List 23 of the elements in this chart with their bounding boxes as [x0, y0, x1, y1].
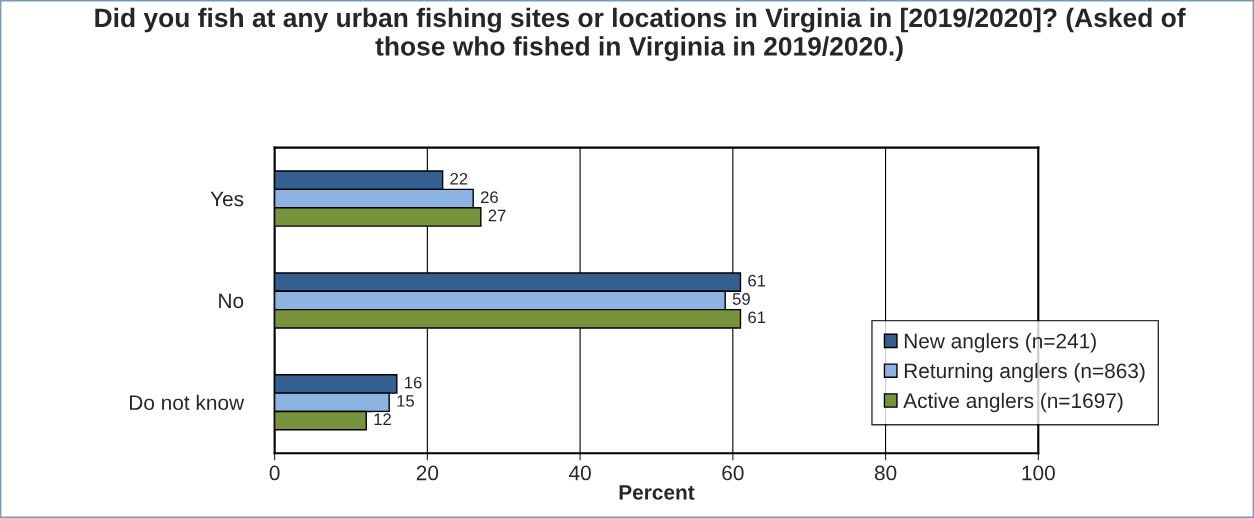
- data-label: 59: [732, 293, 750, 305]
- data-label: 61: [748, 274, 766, 287]
- y-tick-label: Do not know: [129, 394, 245, 411]
- x-axis-title: Percent: [619, 485, 695, 500]
- x-tick-label: 60: [722, 465, 744, 481]
- legend-label: Returning anglers (n=863): [904, 362, 1145, 383]
- data-label: 22: [450, 172, 468, 185]
- x-tick-label: 80: [874, 465, 897, 481]
- x-tick-label: 40: [568, 465, 591, 481]
- x-tick-label: 100: [1022, 465, 1055, 481]
- data-label: 26: [480, 191, 498, 204]
- data-label: 12: [374, 413, 391, 425]
- data-label: 16: [405, 376, 422, 389]
- x-tick-label: 20: [416, 465, 439, 481]
- legend-label: Active anglers (n=1697): [903, 392, 1123, 413]
- y-tick-label: No: [219, 293, 244, 309]
- y-tick-label: Yes: [210, 191, 244, 207]
- data-label: 27: [488, 209, 506, 222]
- legend-label: New anglers (n=241): [904, 333, 1096, 353]
- data-label: 61: [748, 311, 766, 324]
- data-label: 15: [397, 395, 414, 407]
- chart-title: Did you fish at any urban fishing sites or locations in Virginia in [2019/2020]? (Asked of those who fished in Virginia in 2019/2020.): [95, 7, 1186, 62]
- x-tick-label: 0: [269, 465, 280, 481]
